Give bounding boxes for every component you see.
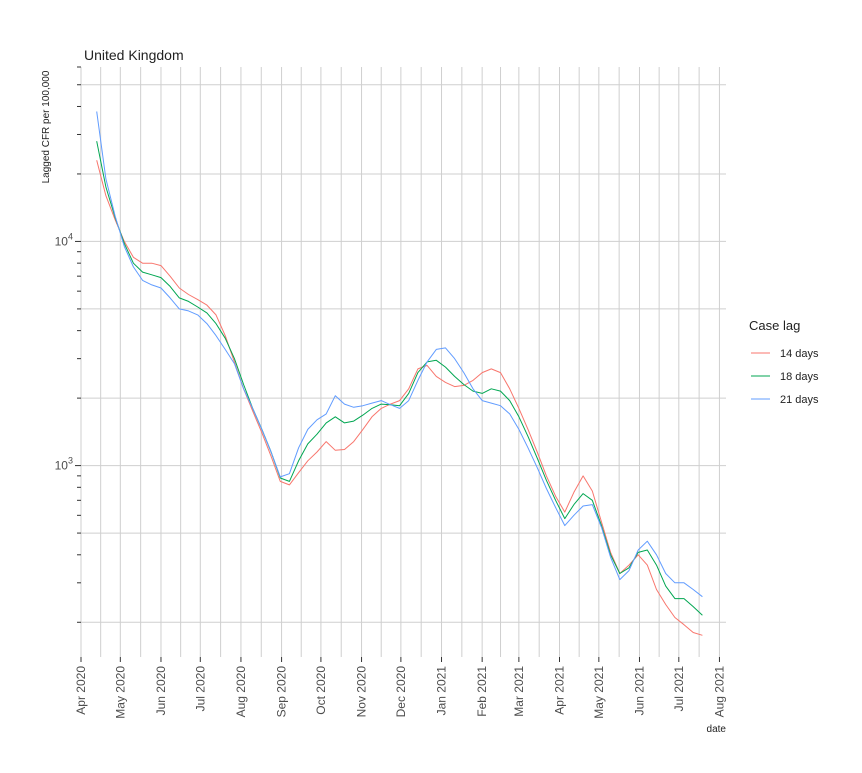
x-tick-label: Sep 2020	[275, 666, 289, 718]
legend-label: 18 days	[780, 371, 819, 383]
y-axis-title: Lagged CFR per 100,000	[41, 70, 52, 183]
x-axis-ticks: Apr 2020 May 2020 Jun 2020 Jul 2020 Aug 2020…	[74, 657, 726, 719]
legend-label: 21 days	[780, 394, 819, 406]
legend-label: 14 days	[780, 348, 819, 360]
x-tick-label: Jul 2020	[193, 666, 207, 712]
x-tick-label: Mar 2021	[512, 666, 526, 717]
series-line-14-days	[96, 160, 703, 636]
x-tick-label: May 2021	[592, 666, 606, 719]
x-axis-title: date	[707, 724, 727, 735]
x-tick-label: Jun 2020	[154, 666, 168, 716]
x-tick-label: Jul 2021	[672, 666, 686, 712]
legend-title: Case lag	[749, 318, 800, 333]
x-tick-label: Nov 2020	[355, 666, 369, 718]
series-lines	[96, 111, 703, 636]
x-tick-label: Apr 2020	[74, 666, 88, 715]
x-tick-label: May 2020	[113, 666, 127, 719]
x-tick-label: Feb 2021	[475, 666, 489, 717]
y-axis-ticks: 103 104	[55, 66, 81, 623]
x-tick-label: Jun 2021	[632, 666, 646, 716]
grid	[80, 67, 726, 657]
x-tick-label: Apr 2021	[553, 666, 567, 715]
series-line-18-days	[96, 141, 703, 616]
series-line-21-days	[96, 111, 703, 598]
x-tick-label: Jan 2021	[435, 666, 449, 716]
x-tick-label: Dec 2020	[394, 666, 408, 718]
y-tick-label: 103	[55, 456, 73, 473]
legend: Case lag 14 days 18 days 21 days	[749, 318, 819, 406]
y-tick-label: 104	[55, 231, 73, 248]
chart-title: United Kingdom	[84, 47, 184, 63]
x-tick-label: Aug 2021	[712, 666, 726, 718]
x-tick-label: Oct 2020	[314, 666, 328, 715]
x-tick-label: Aug 2020	[234, 666, 248, 718]
